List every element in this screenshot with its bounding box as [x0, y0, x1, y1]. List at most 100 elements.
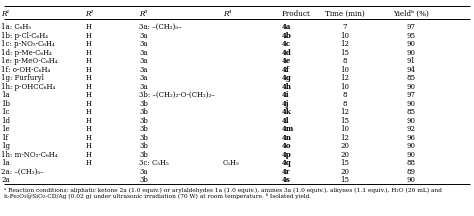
Text: 1a: 1a	[1, 91, 10, 99]
Text: 4i: 4i	[282, 91, 289, 99]
Text: H: H	[85, 125, 91, 133]
Text: 4q: 4q	[282, 159, 292, 167]
Text: 1b: p-Cl-C₆H₄: 1b: p-Cl-C₆H₄	[1, 32, 48, 40]
Text: 4f: 4f	[282, 66, 290, 74]
Text: 12: 12	[341, 40, 349, 48]
Text: 97: 97	[407, 23, 416, 31]
Text: 88: 88	[407, 159, 416, 167]
Text: R¹: R¹	[1, 10, 10, 18]
Text: 1h: p-OHCC₆H₄: 1h: p-OHCC₆H₄	[1, 83, 56, 91]
Text: 4a: 4a	[282, 23, 291, 31]
Text: 3b: 3b	[139, 151, 148, 159]
Text: 20: 20	[341, 151, 349, 159]
Text: 4c: 4c	[282, 40, 291, 48]
Text: H: H	[85, 83, 91, 91]
Text: 96: 96	[407, 134, 416, 142]
Text: 4s: 4s	[282, 176, 291, 184]
Text: H: H	[85, 66, 91, 74]
Text: 4l: 4l	[282, 117, 289, 125]
Text: R⁴: R⁴	[223, 10, 231, 18]
Text: 4r: 4r	[282, 168, 290, 176]
Text: 3a: 3a	[139, 40, 148, 48]
Text: 3b: 3b	[139, 108, 148, 116]
Text: 4o: 4o	[282, 142, 291, 150]
Text: 15: 15	[341, 117, 349, 125]
Text: 8: 8	[343, 100, 347, 108]
Text: H: H	[85, 117, 91, 125]
Text: 94: 94	[407, 66, 416, 74]
Text: H: H	[85, 91, 91, 99]
Text: 4m: 4m	[282, 125, 294, 133]
Text: 10: 10	[341, 83, 349, 91]
Text: 1e: p-MeO-C₆H₄: 1e: p-MeO-C₆H₄	[1, 57, 58, 65]
Text: 91: 91	[407, 57, 416, 65]
Text: 85: 85	[407, 108, 416, 116]
Text: 4p: 4p	[282, 151, 292, 159]
Text: 2a: –(CH₂)₅–: 2a: –(CH₂)₅–	[1, 168, 44, 176]
Text: H: H	[85, 142, 91, 150]
Text: R³: R³	[139, 10, 148, 18]
Text: 1f: 1f	[1, 134, 9, 142]
Text: 3a: –(CH₂)₅–: 3a: –(CH₂)₅–	[139, 23, 182, 31]
Text: 15: 15	[341, 49, 349, 57]
Text: 15: 15	[341, 176, 349, 184]
Text: 3a: 3a	[139, 57, 148, 65]
Text: 3c: C₅H₅: 3c: C₅H₅	[139, 159, 169, 167]
Text: 12: 12	[341, 134, 349, 142]
Text: 1b: 1b	[1, 100, 10, 108]
Text: 4g: 4g	[282, 74, 292, 82]
Text: 2a: 2a	[1, 176, 10, 184]
Text: 3b: 3b	[139, 134, 148, 142]
Text: H: H	[85, 40, 91, 48]
Text: 4n: 4n	[282, 134, 292, 142]
Text: 90: 90	[407, 142, 416, 150]
Text: H: H	[85, 49, 91, 57]
Text: 90: 90	[407, 49, 416, 57]
Text: 3b: 3b	[139, 117, 148, 125]
Text: 4e: 4e	[282, 57, 291, 65]
Text: 90: 90	[407, 83, 416, 91]
Text: 3a: 3a	[139, 32, 148, 40]
Text: 4k: 4k	[282, 108, 292, 116]
Text: 1c: 1c	[1, 108, 10, 116]
Text: h-Fe₂O₃@SiO₂-CD/Ag (0.02 g) under ultrasonic irradiation (70 W) at room temperat: h-Fe₂O₃@SiO₂-CD/Ag (0.02 g) under ultras…	[4, 193, 311, 199]
Text: 8: 8	[343, 91, 347, 99]
Text: 3a: 3a	[139, 49, 148, 57]
Text: 10: 10	[341, 66, 349, 74]
Text: 90: 90	[407, 176, 416, 184]
Text: 10: 10	[341, 32, 349, 40]
Text: 3b: –(CH₂)₂-O-(CH₂)₂–: 3b: –(CH₂)₂-O-(CH₂)₂–	[139, 91, 215, 99]
Text: Time (min): Time (min)	[325, 10, 365, 18]
Text: 97: 97	[407, 91, 416, 99]
Text: 1d: 1d	[1, 117, 10, 125]
Text: 92: 92	[407, 125, 416, 133]
Text: Product: Product	[282, 10, 310, 18]
Text: Yieldᵇ (%): Yieldᵇ (%)	[393, 10, 429, 18]
Text: 1f: o-OH-C₆H₄: 1f: o-OH-C₆H₄	[1, 66, 51, 74]
Text: 89: 89	[407, 168, 416, 176]
Text: 4j: 4j	[282, 100, 289, 108]
Text: 4h: 4h	[282, 83, 292, 91]
Text: 90: 90	[407, 117, 416, 125]
Text: R²: R²	[85, 10, 94, 18]
Text: 4d: 4d	[282, 49, 292, 57]
Text: 3a: 3a	[139, 168, 148, 176]
Text: 3b: 3b	[139, 176, 148, 184]
Text: 10: 10	[341, 125, 349, 133]
Text: 12: 12	[341, 74, 349, 82]
Text: C₅H₅: C₅H₅	[223, 159, 239, 167]
Text: H: H	[85, 32, 91, 40]
Text: 20: 20	[341, 168, 349, 176]
Text: 3a: 3a	[139, 74, 148, 82]
Text: 1g: Furfuryl: 1g: Furfuryl	[1, 74, 45, 82]
Text: 12: 12	[341, 108, 349, 116]
Text: 1g: 1g	[1, 142, 10, 150]
Text: H: H	[85, 74, 91, 82]
Text: 1c: p-NO₂-C₆H₄: 1c: p-NO₂-C₆H₄	[1, 40, 55, 48]
Text: 3a: 3a	[139, 83, 148, 91]
Text: 95: 95	[407, 32, 416, 40]
Text: 1a: C₆H₅: 1a: C₆H₅	[1, 23, 32, 31]
Text: 90: 90	[407, 151, 416, 159]
Text: 1a: 1a	[1, 159, 10, 167]
Text: 1d: p-Me-C₆H₄: 1d: p-Me-C₆H₄	[1, 49, 52, 57]
